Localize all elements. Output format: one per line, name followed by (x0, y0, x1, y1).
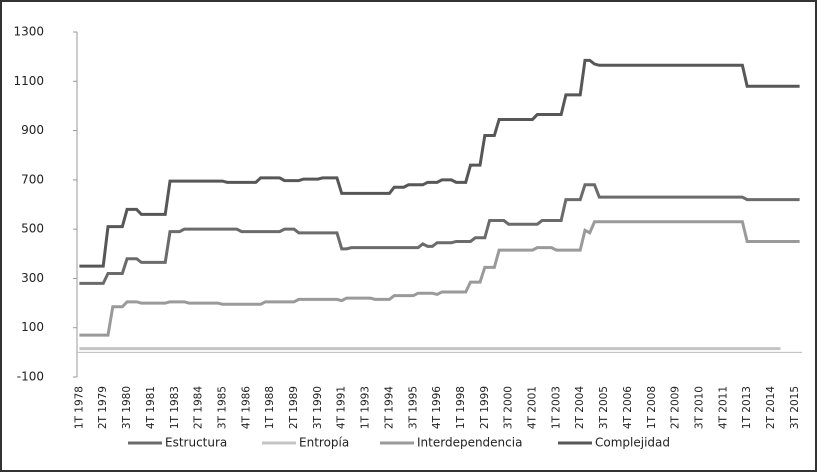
series-line (79, 183, 800, 285)
y-tick-label: 1300 (13, 25, 44, 39)
x-tick-label: 1T 1998 (455, 386, 467, 429)
x-tick-label: 3T 2000 (503, 386, 515, 429)
x-tick-label: 1T 2013 (741, 386, 753, 429)
x-tick-label: 1T 1988 (264, 386, 276, 429)
x-tick-label: 4T 1991 (336, 386, 348, 429)
series-line (79, 58, 800, 268)
x-tick-label: 2T 2014 (765, 386, 777, 429)
y-tick-label: -100 (17, 370, 44, 384)
x-tick-label: 1T 2008 (646, 386, 658, 429)
x-tick-label: 2T 1989 (288, 386, 300, 429)
x-tick-label: 1T 1993 (360, 386, 372, 429)
y-tick-label: 1100 (13, 74, 44, 88)
x-tick-label: 3T 2015 (789, 386, 801, 429)
x-tick-label: 2T 2009 (670, 386, 682, 429)
x-tick-label: 2T 2004 (574, 386, 586, 429)
y-tick-label: 500 (21, 222, 44, 236)
x-tick-label: 3T 2005 (598, 386, 610, 429)
x-tick-label: 4T 2011 (717, 386, 729, 429)
y-tick-label: 100 (21, 320, 44, 334)
y-tick-label: 700 (21, 172, 44, 186)
y-tick-label: 900 (21, 123, 44, 137)
series-line (79, 220, 800, 337)
y-tick-label: 300 (21, 271, 44, 285)
x-tick-label: 4T 1986 (240, 386, 252, 429)
x-tick-label: 4T 2001 (527, 386, 539, 429)
legend-label: Estructura (165, 436, 227, 450)
x-tick-label: 3T 2010 (693, 386, 705, 429)
legend-label: Entropía (299, 436, 349, 450)
x-tick-label: 3T 1995 (407, 386, 419, 429)
x-tick-label: 3T 1980 (121, 386, 133, 429)
x-tick-label: 2T 1999 (479, 386, 491, 429)
x-tick-label: 1T 1978 (73, 386, 85, 429)
x-tick-label: 2T 1994 (383, 386, 395, 429)
x-tick-label: 4T 2006 (622, 386, 634, 429)
x-tick-label: 2T 1984 (193, 386, 205, 429)
x-tick-label: 3T 1985 (216, 386, 228, 429)
x-tick-label: 4T 1996 (431, 386, 443, 429)
x-tick-label: 1T 2003 (550, 386, 562, 429)
legend-label: Interdependencia (417, 436, 522, 450)
x-tick-label: 1T 1983 (169, 386, 181, 429)
legend-label: Complejidad (595, 436, 670, 450)
x-tick-label: 4T 1981 (145, 386, 157, 429)
x-tick-label: 2T 1979 (97, 386, 109, 429)
x-tick-label: 3T 1990 (312, 386, 324, 429)
